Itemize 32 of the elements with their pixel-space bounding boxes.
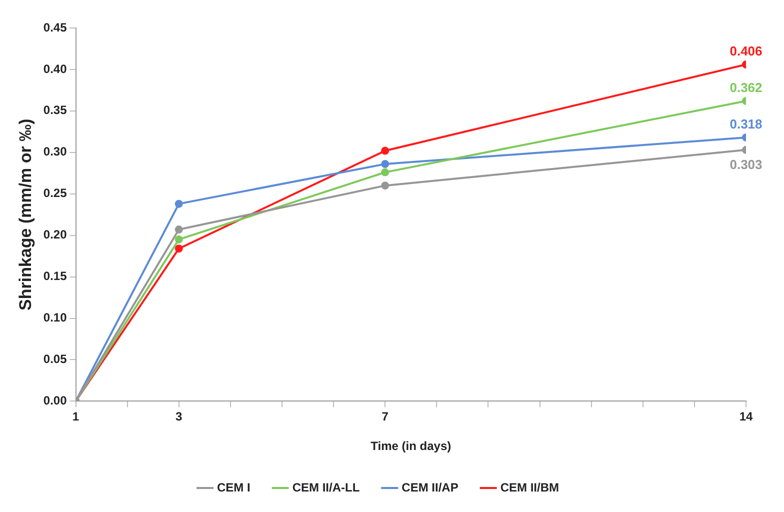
point [381,168,390,176]
legend-label: CEM II/BM [500,480,560,494]
y-tick-label: 0.20 [43,228,68,242]
x-tick-label: 3 [176,410,183,424]
y-axis-title: Shrinkage (mm/m or ‰) [16,118,35,310]
y-tick-label: 0.30 [43,144,68,159]
y-tick-label: 0.10 [43,310,68,325]
x-tick-label: 7 [382,410,389,424]
point [174,235,183,244]
y-tick-label: 0.00 [43,394,68,408]
y-tick-label: 0.05 [43,352,68,366]
legend-label: CEM II/AP [402,480,458,494]
y-tick-label: 0.25 [43,186,68,200]
point [174,244,183,253]
legend-label: CEM I [217,480,250,494]
y-tick-label: 0.40 [43,62,68,76]
x-tick-label: 14 [739,410,753,424]
data-label: 0.362 [730,80,762,96]
data-label: 0.406 [730,44,762,59]
point [381,160,390,168]
x-axis-title: Time (in days) [370,439,452,454]
point [174,226,183,234]
data-label: 0.318 [730,116,762,132]
point [174,200,183,208]
x-tick-label: 1 [72,410,80,424]
y-tick-label: 0.35 [43,103,68,118]
data-label: 0.303 [730,156,762,172]
y-tick-label: 0.45 [43,20,68,34]
point [381,146,390,155]
y-tick-label: 0.15 [43,269,68,284]
point [381,182,390,190]
legend-label: CEM II/A-LL [292,480,360,494]
